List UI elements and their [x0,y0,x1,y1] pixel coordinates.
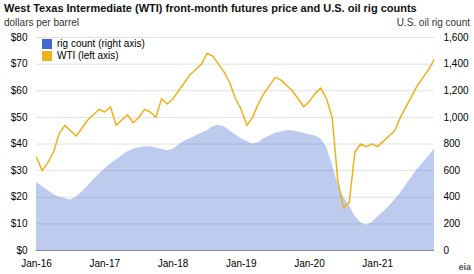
svg-text:Jan-18: Jan-18 [158,258,189,269]
svg-text:1,200: 1,200 [444,85,469,96]
svg-text:1,400: 1,400 [444,58,469,69]
svg-text:Jan-17: Jan-17 [89,258,120,269]
svg-text:$60: $60 [11,85,28,96]
svg-text:$80: $80 [11,32,28,43]
html-text:rig count (right axis): rig count (right axis) [57,38,145,49]
html-text:dollars per barrel: dollars per barrel [4,17,79,28]
html-text:West Texas Intermediate (WTI): West Texas Intermediate (WTI) front-mont… [4,2,417,14]
svg-text:Jan-20: Jan-20 [294,258,325,269]
svg-text:1,000: 1,000 [444,112,469,123]
svg-text:200: 200 [444,218,461,229]
svg-text:600: 600 [444,165,461,176]
html-text:U.S. oil rig count: U.S. oil rig count [396,17,470,28]
svg-text:800: 800 [444,138,461,149]
svg-text:$40: $40 [11,138,28,149]
svg-text:$0: $0 [16,245,28,256]
svg-text:$70: $70 [11,58,28,69]
svg-text:1,600: 1,600 [444,32,469,43]
svg-text:$10: $10 [11,218,28,229]
svg-text:400: 400 [444,191,461,202]
svg-text:Jan-16: Jan-16 [21,258,52,269]
svg-text:$20: $20 [11,191,28,202]
svg-text:0: 0 [444,245,450,256]
svg-text:$50: $50 [11,112,28,123]
html-text:WTI (left axis): WTI (left axis) [57,50,119,61]
svg-text:$30: $30 [11,165,28,176]
svg-text:Jan-19: Jan-19 [226,258,257,269]
html-text:eia: eia [458,262,471,272]
svg-text:Jan-21: Jan-21 [362,258,393,269]
